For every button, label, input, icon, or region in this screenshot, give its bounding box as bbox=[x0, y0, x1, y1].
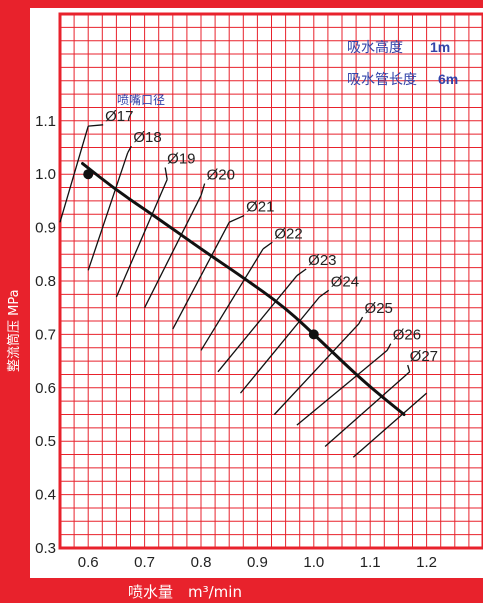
y-tick-label: 1.1 bbox=[35, 113, 56, 130]
x-tick-label: 1.1 bbox=[360, 554, 381, 571]
note-suction-height-label: 吸水高度 bbox=[347, 39, 403, 56]
points-layer bbox=[83, 169, 319, 340]
nozzle-line bbox=[296, 349, 388, 426]
nozzle-leader-line bbox=[200, 183, 206, 196]
plot-panel bbox=[30, 8, 483, 578]
y-tick-label: 0.4 bbox=[35, 487, 56, 504]
nozzle-label: Ø23 bbox=[308, 252, 336, 269]
nozzle-label: Ø20 bbox=[207, 167, 235, 184]
nozzle-lines bbox=[59, 124, 428, 458]
nozzle-leader-line bbox=[127, 145, 132, 154]
y-tick-labels: 0.3 0.4 0.5 0.6 0.7 0.8 0.9 1.0 1.1 bbox=[35, 113, 56, 557]
nozzle-leader-line bbox=[262, 241, 273, 250]
nozzle-line bbox=[144, 195, 202, 308]
nozzle-label: Ø21 bbox=[246, 199, 274, 216]
nozzle-leader-line bbox=[88, 124, 104, 127]
nozzle-leader-line bbox=[164, 167, 168, 180]
nozzle-leader-line bbox=[296, 268, 307, 277]
x-axis-label-text: 喷水量 bbox=[128, 583, 173, 601]
nozzle-label: Ø27 bbox=[410, 348, 438, 365]
nozzle-line bbox=[172, 221, 230, 330]
nozzle-leader-line bbox=[407, 364, 411, 372]
x-tick-label: 1.2 bbox=[416, 554, 437, 571]
nozzle-line bbox=[324, 371, 411, 448]
x-tick-label: 0.9 bbox=[247, 554, 268, 571]
y-tick-label: 0.8 bbox=[35, 273, 56, 290]
y-tick-label: 0.7 bbox=[35, 326, 56, 343]
nozzle-label: Ø22 bbox=[274, 225, 302, 242]
nozzle-label: Ø18 bbox=[133, 129, 161, 146]
x-tick-label: 0.6 bbox=[78, 554, 99, 571]
note-suction-pipe-value: 6m bbox=[438, 71, 458, 87]
nozzle-line bbox=[273, 323, 360, 415]
data-point bbox=[83, 169, 94, 180]
y-tick-label: 0.6 bbox=[35, 380, 56, 397]
note-suction-pipe-label: 吸水管长度 bbox=[347, 72, 417, 88]
y-tick-label: 0.3 bbox=[35, 540, 56, 557]
axis-frame bbox=[58, 12, 483, 550]
nozzle-line bbox=[87, 152, 129, 271]
nozzle-leader-line bbox=[358, 316, 364, 325]
nozzle-label: Ø24 bbox=[331, 273, 359, 290]
x-tick-label: 1.0 bbox=[303, 554, 324, 571]
note-suction-height-value: 1m bbox=[430, 39, 450, 55]
nozzle-line bbox=[115, 179, 168, 298]
nozzle-label: Ø19 bbox=[167, 151, 195, 168]
nozzle-caption: 喷嘴口径 bbox=[117, 93, 165, 107]
data-point bbox=[308, 329, 319, 340]
notes-box: 吸水高度 1m 吸水管长度 6m bbox=[347, 39, 458, 88]
nozzle-line bbox=[239, 296, 320, 394]
pressure-curve bbox=[81, 162, 406, 416]
nozzle-label: Ø17 bbox=[105, 108, 133, 125]
plot-border bbox=[58, 12, 483, 550]
curve-layer bbox=[81, 162, 406, 416]
x-axis-label-unit: m³/min bbox=[188, 583, 242, 601]
x-axis-label: 喷水量 m³/min bbox=[128, 583, 242, 601]
nozzle-leader-line bbox=[228, 214, 245, 223]
x-tick-labels: 0.6 0.7 0.8 0.9 1.0 1.1 1.2 bbox=[78, 554, 437, 571]
nozzle-line bbox=[352, 392, 428, 458]
nozzle-leader-line bbox=[386, 343, 392, 351]
y-axis-label: 整流筒压 MPa bbox=[6, 289, 22, 372]
nozzle-label: Ø26 bbox=[393, 327, 421, 344]
grid bbox=[59, 13, 483, 549]
y-tick-label: 0.5 bbox=[35, 433, 56, 450]
nozzle-label: Ø25 bbox=[365, 300, 393, 317]
y-tick-label: 0.9 bbox=[35, 220, 56, 237]
x-tick-label: 0.8 bbox=[191, 554, 212, 571]
nozzle-line bbox=[59, 125, 89, 223]
nozzle-line bbox=[200, 248, 264, 351]
nozzle-leader-line bbox=[319, 289, 330, 298]
x-tick-label: 0.7 bbox=[134, 554, 155, 571]
nozzle-line bbox=[217, 275, 298, 373]
y-tick-label: 1.0 bbox=[35, 166, 56, 183]
